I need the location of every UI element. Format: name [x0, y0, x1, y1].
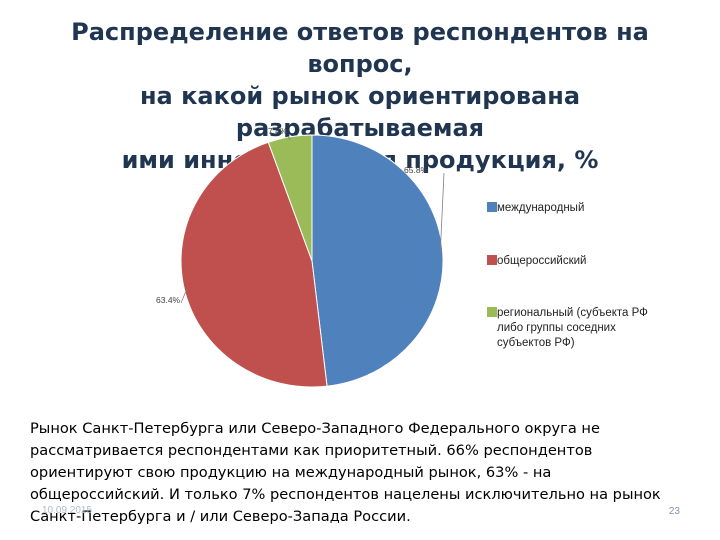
leader-line-regional	[287, 136, 291, 140]
pie-slice-regional	[267, 134, 313, 262]
title-line-2: на какой рынок ориентирована разрабатыва…	[139, 82, 581, 142]
data-label-regional: 7.4%	[268, 126, 288, 136]
legend-swatch-all-russian	[487, 255, 497, 265]
leader-line-all-russian	[180, 288, 188, 304]
legend-label-regional-line-1: региональный (субъекта РФ	[497, 307, 648, 319]
pie-slice-international	[311, 134, 444, 387]
pie-slices	[180, 134, 444, 388]
legend-label-all-russian: общероссийский	[497, 255, 586, 267]
pie-chart: 65.8% 63.4% 7.4% международный общероссийски…	[156, 126, 648, 388]
data-label-all-russian: 63.4%	[156, 295, 181, 305]
legend-swatch-international	[487, 202, 497, 212]
data-label-international: 65.8%	[404, 165, 429, 175]
leader-line-international	[439, 172, 445, 254]
legend: международный общероссийский региональный …	[487, 202, 648, 349]
legend-label-regional-line-3: субъектов РФ)	[497, 337, 575, 349]
body-paragraph: Рынок Санкт-Петербурга или Северо-Западн…	[30, 420, 661, 525]
legend-label-international: международный	[497, 202, 584, 214]
footer-date: 10.09.2015	[42, 505, 93, 516]
legend-swatch-regional	[487, 307, 497, 317]
page-number: 23	[668, 506, 680, 517]
legend-label-regional-line-2: либо группы соседних	[497, 322, 616, 334]
title-line-1: Распределение ответов респондентов на во…	[71, 18, 649, 78]
